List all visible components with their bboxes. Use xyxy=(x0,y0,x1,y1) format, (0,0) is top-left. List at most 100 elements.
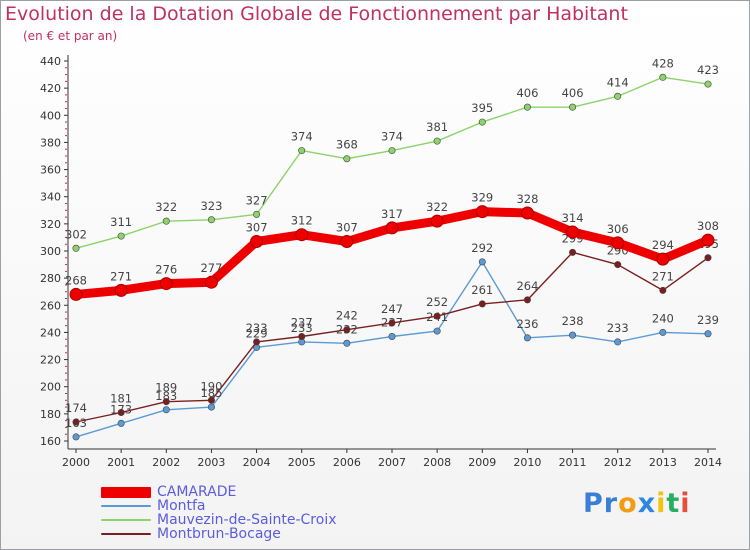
x-tick-label: 2007 xyxy=(378,456,406,469)
data-label-montbrun-bocage: 271 xyxy=(652,269,674,283)
data-point-mauvezin-de-sainte-croix xyxy=(569,103,577,111)
data-label-montbrun-bocage: 189 xyxy=(155,381,177,395)
data-label-camarade: 276 xyxy=(155,263,177,277)
data-label-montfa: 185 xyxy=(200,386,222,400)
data-label-montfa: 233 xyxy=(607,321,629,335)
brand-letter: P xyxy=(583,488,604,519)
data-label-mauvezin-de-sainte-croix: 395 xyxy=(471,101,493,115)
x-tick-label: 2008 xyxy=(423,456,451,469)
proxiti-logo: Proxiti xyxy=(583,488,691,519)
data-label-mauvezin-de-sainte-croix: 414 xyxy=(607,75,629,89)
x-tick-label: 2004 xyxy=(243,456,271,469)
data-point-camarade xyxy=(295,228,309,242)
data-label-montbrun-bocage: 264 xyxy=(516,279,538,293)
x-tick-label: 2006 xyxy=(333,456,361,469)
data-point-mauvezin-de-sainte-croix xyxy=(478,118,486,126)
data-point-mauvezin-de-sainte-croix xyxy=(117,232,125,240)
data-point-montfa xyxy=(704,330,712,338)
data-label-montbrun-bocage: 181 xyxy=(110,392,132,406)
y-tick-label: 180 xyxy=(40,408,61,421)
data-point-mauvezin-de-sainte-croix xyxy=(72,244,80,252)
data-point-montbrun-bocage xyxy=(704,254,712,262)
x-tick-label: 2001 xyxy=(107,456,135,469)
data-point-mauvezin-de-sainte-croix xyxy=(614,92,622,100)
data-point-montfa xyxy=(117,419,125,427)
x-tick-label: 2010 xyxy=(513,456,541,469)
data-point-montbrun-bocage xyxy=(253,338,261,346)
data-point-montbrun-bocage xyxy=(523,296,531,304)
data-label-montbrun-bocage: 190 xyxy=(200,379,222,393)
data-label-montbrun-bocage: 237 xyxy=(291,316,313,330)
data-point-montbrun-bocage xyxy=(117,408,125,416)
data-label-mauvezin-de-sainte-croix: 322 xyxy=(155,200,177,214)
data-label-camarade: 294 xyxy=(652,238,674,252)
data-point-camarade xyxy=(611,236,625,250)
data-label-camarade: 328 xyxy=(516,192,538,206)
y-tick-label: 360 xyxy=(40,164,61,177)
data-label-montbrun-bocage: 242 xyxy=(336,309,358,323)
data-point-camarade xyxy=(566,225,580,239)
data-label-montfa: 236 xyxy=(516,317,538,331)
data-point-camarade xyxy=(250,235,264,248)
brand-letter: i xyxy=(656,488,667,519)
data-point-camarade xyxy=(114,283,128,297)
y-tick-label: 380 xyxy=(40,136,61,149)
data-point-montbrun-bocage xyxy=(343,326,351,334)
data-label-camarade: 308 xyxy=(697,219,719,233)
y-tick-label: 440 xyxy=(40,55,61,68)
x-tick-label: 2000 xyxy=(62,456,90,469)
data-label-montbrun-bocage: 247 xyxy=(381,302,403,316)
x-tick-label: 2014 xyxy=(694,456,722,469)
data-point-camarade xyxy=(204,275,218,289)
data-point-montbrun-bocage xyxy=(207,396,215,404)
data-point-montfa xyxy=(388,332,396,340)
data-label-montbrun-bocage: 261 xyxy=(471,283,493,297)
data-label-montfa: 183 xyxy=(155,389,177,403)
data-point-montfa xyxy=(659,328,667,336)
y-tick-label: 260 xyxy=(40,299,61,312)
data-label-camarade: 314 xyxy=(562,211,584,225)
brand-letter: o xyxy=(618,488,638,519)
data-point-montfa xyxy=(207,403,215,411)
x-tick-label: 2003 xyxy=(197,456,225,469)
data-point-camarade xyxy=(701,233,715,247)
chart-legend: CAMARADE Montfa Mauvezin-de-Sainte-Croix… xyxy=(101,484,401,542)
data-point-mauvezin-de-sainte-croix xyxy=(343,155,351,163)
legend-swatch-montbrun xyxy=(101,533,151,535)
data-label-mauvezin-de-sainte-croix: 381 xyxy=(426,120,448,134)
x-tick-label: 2009 xyxy=(468,456,496,469)
data-label-mauvezin-de-sainte-croix: 302 xyxy=(65,227,87,241)
x-tick-label: 2011 xyxy=(559,456,587,469)
data-label-montfa: 238 xyxy=(562,314,584,328)
data-label-mauvezin-de-sainte-croix: 406 xyxy=(562,86,584,100)
y-tick-label: 160 xyxy=(40,435,61,448)
data-point-camarade xyxy=(69,287,83,301)
data-label-montfa: 240 xyxy=(652,311,674,325)
data-point-mauvezin-de-sainte-croix xyxy=(253,210,261,218)
legend-label-mauvezin: Mauvezin-de-Sainte-Croix xyxy=(157,512,337,528)
data-label-montfa: 292 xyxy=(471,241,493,255)
y-tick-label: 420 xyxy=(40,82,61,95)
chart-title: Evolution de la Dotation Globale de Fonc… xyxy=(5,3,628,25)
data-point-mauvezin-de-sainte-croix xyxy=(433,137,441,145)
data-label-montfa: 233 xyxy=(291,321,313,335)
data-point-mauvezin-de-sainte-croix xyxy=(388,147,396,155)
data-point-montfa xyxy=(478,258,486,266)
legend-swatch-camarade xyxy=(101,487,151,498)
data-label-camarade: 277 xyxy=(200,261,222,275)
data-label-mauvezin-de-sainte-croix: 374 xyxy=(291,130,313,144)
legend-swatch-mauvezin xyxy=(101,519,151,521)
data-point-camarade xyxy=(656,252,670,266)
data-point-mauvezin-de-sainte-croix xyxy=(523,103,531,111)
data-point-mauvezin-de-sainte-croix xyxy=(162,217,170,225)
data-point-camarade xyxy=(159,277,173,291)
data-label-camarade: 271 xyxy=(110,269,132,283)
y-tick-label: 200 xyxy=(40,381,61,394)
data-point-camarade xyxy=(520,206,534,220)
data-label-montbrun-bocage: 252 xyxy=(426,295,448,309)
y-tick-label: 300 xyxy=(40,245,61,258)
y-tick-label: 220 xyxy=(40,354,61,367)
data-point-camarade xyxy=(430,214,444,228)
x-tick-label: 2013 xyxy=(649,456,677,469)
